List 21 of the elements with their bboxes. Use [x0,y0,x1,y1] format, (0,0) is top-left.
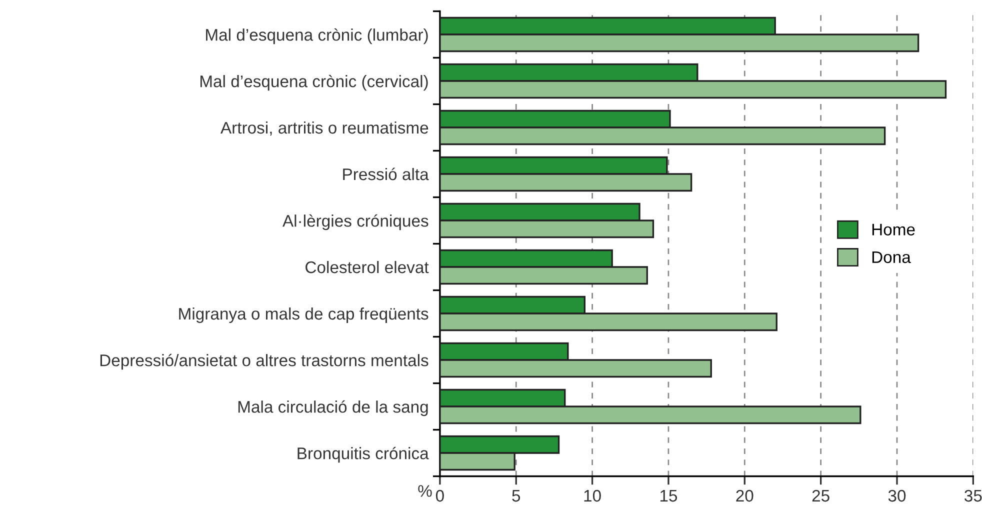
y-tick-label: Colesterol elevat [306,260,429,274]
y-tick-label: Mal d’esquena crònic (lumbar) [206,28,428,44]
y-tick-label: Bronquitis crónica [298,446,429,463]
y-tick-label: Migranya o mals de cap freqüents [179,307,428,323]
legend-label: Dona [872,251,911,264]
y-tick-label: Mala circulació de la sang [238,400,428,416]
y-tick-label: Depressió/ansietat o altres trastorns mentals [100,354,428,370]
x-tick-label: 30 [888,490,906,502]
x-tick-label: 15 [660,490,678,502]
x-axis-title: % [418,485,432,497]
y-tick-label: Artrosi, artritis o reumatisme [220,121,428,136]
legend-label: Home [872,224,915,236]
x-tick-label: 5 [512,490,520,502]
x-tick-label: 20 [736,490,754,502]
y-tick-label: Pressió alta [343,168,429,180]
x-tick-label: 25 [812,490,830,502]
y-tick-label: Al·lèrgies cróniques [282,214,428,230]
y-tick-label: Mal d’esquena crònic (cervical) [200,74,428,91]
x-tick-label: 0 [436,490,444,502]
x-tick-label: 10 [584,490,601,502]
x-tick-label: 35 [964,490,982,502]
